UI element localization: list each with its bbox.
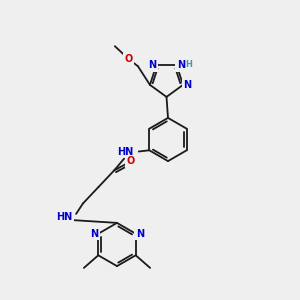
Text: O: O	[127, 156, 135, 167]
Text: N: N	[90, 229, 98, 239]
Text: N: N	[183, 80, 191, 90]
Text: HN: HN	[117, 147, 134, 157]
Text: HN: HN	[56, 212, 73, 222]
Text: N: N	[177, 60, 185, 70]
Text: H: H	[186, 60, 193, 69]
Text: N: N	[136, 229, 144, 239]
Text: O: O	[124, 54, 133, 64]
Text: N: N	[148, 60, 156, 70]
